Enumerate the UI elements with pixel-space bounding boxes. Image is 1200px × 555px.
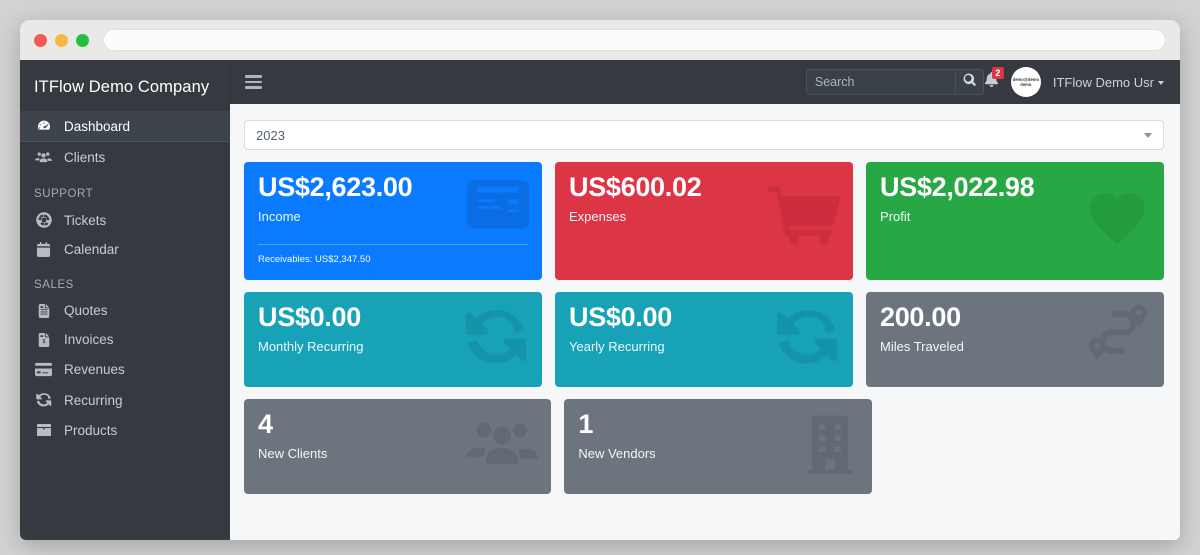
top-navbar: 2 demo@demo demo ITFlow Demo Usr [230,60,1180,104]
file-invoice-dollar-icon [34,332,53,347]
users-icon [34,149,53,166]
stat-card-row-2: US$0.00 Monthly Recurring US$0.00 Yearly… [244,292,1164,387]
chevron-down-icon [1144,132,1152,138]
sidebar-item-label: Revenues [64,362,125,377]
sidebar-item-label: Invoices [64,332,114,347]
stat-card-monthly-recurring[interactable]: US$0.00 Monthly Recurring [244,292,542,387]
sidebar-item-label: Products [64,422,118,438]
stat-card-profit[interactable]: US$2,022.98 Profit [866,162,1164,280]
user-menu[interactable]: ITFlow Demo Usr [1053,75,1164,90]
sidebar-item-tickets[interactable]: Tickets [20,205,230,235]
browser-chrome [20,20,1180,60]
sidebar-item-label: Clients [64,150,106,165]
stat-card-value: US$2,623.00 [258,172,413,202]
avatar-line1: demo@demo [1012,76,1040,82]
credit-card-icon [34,361,53,378]
stat-card-row-1: US$2,623.00 Income Receivables: US$2,347… [244,162,1164,280]
sidebar-item-label: Quotes [64,303,108,318]
sidebar-item-revenues[interactable]: Revenues [20,354,230,385]
search-button[interactable] [954,70,983,94]
hamburger-icon[interactable] [245,75,262,89]
search-icon [963,73,976,91]
search-box[interactable] [805,69,984,95]
sync-icon [34,392,53,408]
avatar-line2: demo [1020,82,1032,87]
stat-card-label: Profit [880,209,911,225]
window-controls [34,33,89,47]
sidebar-item-recurring[interactable]: Recurring [20,385,230,415]
maximize-window-icon[interactable] [76,33,89,47]
sidebar-item-invoices[interactable]: Invoices [20,325,230,354]
stat-card-label: Expenses [569,209,627,225]
box-icon [34,422,53,438]
close-window-icon[interactable] [34,33,47,47]
stat-card-value: 200.00 [880,302,961,332]
avatar[interactable]: demo@demo demo [1010,67,1041,97]
stat-card-value: US$0.00 [569,302,672,332]
chevron-down-icon [1158,81,1164,86]
sidebar-item-clients[interactable]: Clients [20,142,230,173]
sidebar-item-dashboard[interactable]: Dashboard [20,111,230,142]
stat-card-label: New Clients [258,446,328,462]
stat-card-value: US$2,022.98 [880,172,1035,202]
stat-card-value: 1 [578,409,594,439]
sidebar-heading-sales: SALES [34,279,74,291]
stat-card-label: Monthly Recurring [258,339,364,355]
navbar-right: 2 demo@demo demo ITFlow Demo Usr [984,67,1164,97]
notifications-button[interactable]: 2 [984,67,1004,92]
stat-card-label: Income [258,209,301,225]
stat-card-value: US$600.02 [569,172,702,202]
app-shell: ITFlow Demo Company Dashboard Clients SU… [20,60,1180,540]
dashboard-content: 2023 US$2,623.00 Income Receivables: US$… [230,104,1180,540]
sidebar-item-label: Dashboard [64,118,131,134]
browser-window: ITFlow Demo Company Dashboard Clients SU… [20,20,1180,540]
year-filter-value: 2023 [256,127,285,143]
sidebar-brand[interactable]: ITFlow Demo Company [34,78,210,96]
sidebar-heading-support: SUPPORT [34,188,94,200]
stat-card-expenses[interactable]: US$600.02 Expenses [555,162,853,280]
gauge-icon [34,118,53,134]
url-bar[interactable] [103,29,1166,51]
minimize-window-icon[interactable] [55,33,68,47]
stat-card-new-vendors[interactable]: 1 New Vendors [564,399,872,494]
stat-card-label: Miles Traveled [880,339,964,355]
stat-card-label: Yearly Recurring [569,339,665,355]
stat-card-miles-traveled[interactable]: 200.00 Miles Traveled [866,292,1164,387]
notification-count-badge: 2 [991,67,1004,79]
sidebar-item-calendar[interactable]: Calendar [20,235,230,264]
stat-card-value: 4 [258,409,273,439]
search-input[interactable] [806,70,955,94]
calendar-icon [34,242,53,257]
user-menu-label: ITFlow Demo Usr [1052,74,1154,90]
sidebar-item-label: Recurring [64,392,123,408]
sidebar: ITFlow Demo Company Dashboard Clients SU… [20,60,230,540]
stat-card-footer: Receivables: US$2,347.50 [258,244,528,265]
sidebar-item-label: Calendar [64,242,119,257]
sidebar-item-products[interactable]: Products [20,415,230,445]
file-invoice-icon [34,303,53,318]
stat-card-row-3: 4 New Clients 1 New Vendors [244,399,1164,494]
stat-card-new-clients[interactable]: 4 New Clients [244,399,552,494]
sidebar-item-label: Tickets [64,212,107,228]
stat-card-value: US$0.00 [258,302,361,332]
stat-card-label: New Vendors [578,446,656,462]
sidebar-item-quotes[interactable]: Quotes [20,296,230,325]
life-ring-icon [34,212,53,228]
stat-card-row-3-spacer [885,399,1164,494]
stat-card-income[interactable]: US$2,623.00 Income Receivables: US$2,347… [244,162,542,280]
year-filter-select[interactable]: 2023 [244,120,1164,150]
stat-card-yearly-recurring[interactable]: US$0.00 Yearly Recurring [555,292,853,387]
main-area: 2 demo@demo demo ITFlow Demo Usr 2023 [230,60,1180,540]
